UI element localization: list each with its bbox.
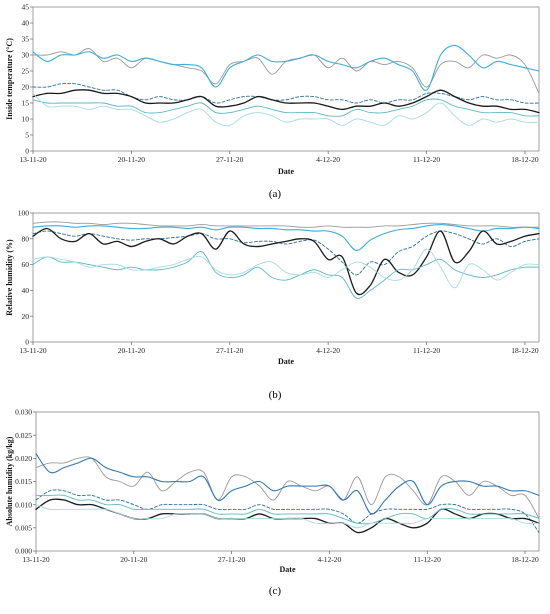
panel-0-series-3-line xyxy=(32,89,540,114)
panel-1-y-tick-label: 100 xyxy=(18,209,30,218)
panel-2-y-tick-label: 0.015 xyxy=(15,477,32,486)
panel-2-series-4-line xyxy=(35,494,540,525)
panel-0-x-axis-label: Date xyxy=(278,167,294,176)
panel-1-series-4-line xyxy=(32,251,540,299)
panel-2-series-2-line xyxy=(35,489,540,533)
panel-2-series-1-line xyxy=(35,453,540,515)
panel-0-panel-label: (a) xyxy=(269,188,282,200)
panel-2-x-tick-label: 13-11-20 xyxy=(22,555,49,564)
panel-1-x-tick-label: 11-12-20 xyxy=(413,346,440,355)
panel-0-y-tick-label: 40 xyxy=(22,19,30,28)
panel-2-y-tick-label: 0.025 xyxy=(15,431,32,440)
panel-2-panel-label: (c) xyxy=(269,585,282,597)
panel-1-y-tick-label: 20 xyxy=(22,312,30,321)
panel-1-x-tick-label: 4-12-20 xyxy=(316,346,340,355)
panel-0-y-tick-label: 35 xyxy=(22,35,30,44)
panel-2-y-axis-label: Absolute humidity (kg/kg) xyxy=(5,436,14,526)
panel-1-y-tick-label: 60 xyxy=(22,260,30,269)
panel-2-series-3-line xyxy=(35,498,540,534)
panel-1-panel-label: (b) xyxy=(269,389,282,401)
panel-1-plot-frame xyxy=(32,212,540,343)
panel-0-y-tick-label: 20 xyxy=(22,83,30,92)
panel-1-x-tick-label: 27-11-20 xyxy=(216,346,243,355)
panel-1-x-tick-label: 20-11-20 xyxy=(118,346,145,355)
panel-0-series-4-line xyxy=(32,98,540,117)
panel-2-y-tick-label: 0.010 xyxy=(15,500,32,509)
panel-0-y-tick-label: 45 xyxy=(22,3,30,12)
panel-0-y-axis-label: Inside temperature (°C) xyxy=(5,38,14,120)
panel-2-y-tick-label: 0.020 xyxy=(15,454,32,463)
panel-1-y-tick-label: 40 xyxy=(22,286,30,295)
panel-0-y-tick-label: 0 xyxy=(25,147,29,156)
panel-0-x-tick-label: 27-11-20 xyxy=(216,155,243,164)
panel-0-x-tick-label: 4-12-20 xyxy=(316,155,340,164)
panel-2-x-tick-label: 18-12-20 xyxy=(511,555,539,564)
panel-0-series-5-line xyxy=(32,92,540,127)
panel-0-y-tick-label: 5 xyxy=(25,131,29,140)
panel-1-x-axis-label: Date xyxy=(278,357,294,366)
panel-2-x-axis-label: Date xyxy=(280,565,296,574)
panel-2-y-tick-label: 0.030 xyxy=(15,408,32,417)
panel-0-x-tick-label: 20-11-20 xyxy=(118,155,145,164)
panel-0-y-tick-label: 25 xyxy=(22,67,30,76)
panel-2-x-tick-label: 27-11-20 xyxy=(218,555,245,564)
panel-1-x-tick-label: 13-11-20 xyxy=(19,346,46,355)
panel-1-y-tick-label: 80 xyxy=(22,234,30,243)
panel-0-series-0-line xyxy=(32,48,540,94)
panel-0-y-tick-label: 15 xyxy=(22,99,30,108)
panel-0-x-tick-label: 18-12-20 xyxy=(511,155,539,164)
panel-0-x-tick-label: 13-11-20 xyxy=(19,155,46,164)
panel-1-series-5-line xyxy=(32,248,540,289)
panel-0-y-tick-label: 30 xyxy=(22,51,30,60)
panel-0-x-tick-label: 11-12-20 xyxy=(413,155,440,164)
panel-0-series-1-line xyxy=(32,44,540,91)
panel-2-x-tick-label: 11-12-20 xyxy=(414,555,441,564)
panel-1-series-1-line xyxy=(32,224,540,251)
panel-2-x-tick-label: 4-12-20 xyxy=(318,555,342,564)
panel-1-series-2-line xyxy=(32,230,540,276)
panel-1-y-axis-label: Relative humidity (%) xyxy=(5,239,14,316)
panel-1-y-tick-label: 0 xyxy=(25,338,29,347)
panel-2-series-5-line xyxy=(35,504,540,529)
panel-2-x-tick-label: 20-11-20 xyxy=(120,555,147,564)
panel-0-y-tick-label: 10 xyxy=(22,115,30,124)
panel-2-y-tick-label: 0.005 xyxy=(15,523,32,532)
panel-1-series-3-line xyxy=(32,227,540,296)
panel-0-plot-frame xyxy=(32,6,540,152)
panel-2-y-tick-label: 0.000 xyxy=(15,547,32,556)
panel-1-x-tick-label: 18-12-20 xyxy=(511,346,539,355)
panel-1-series-0-line xyxy=(32,221,540,228)
